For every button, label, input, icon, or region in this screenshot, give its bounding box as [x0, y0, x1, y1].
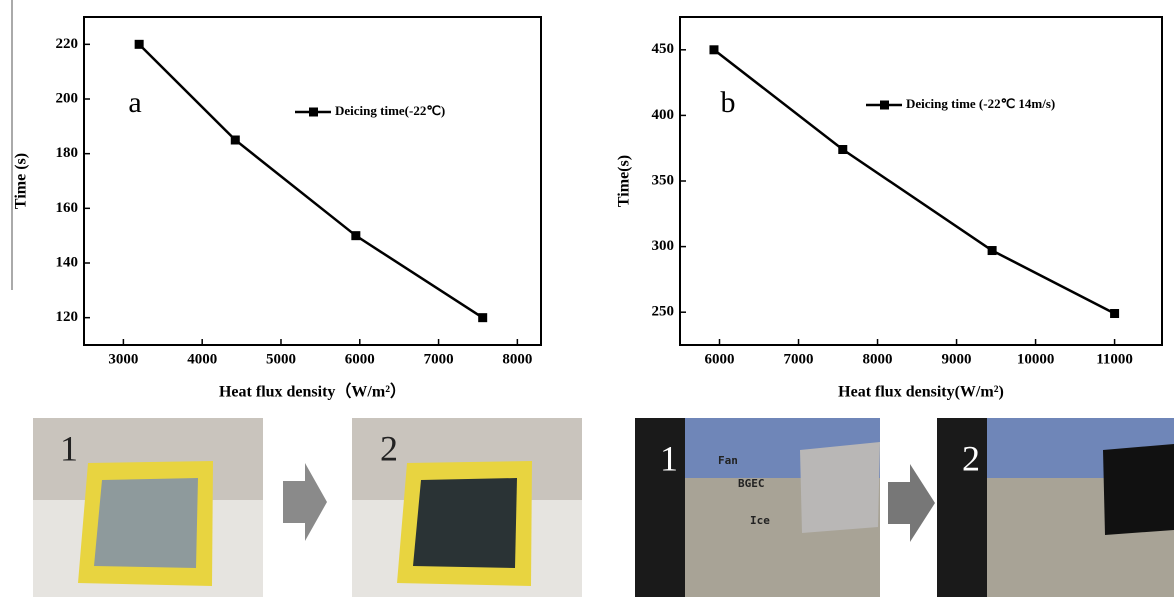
y-tick-label: 350 — [652, 172, 675, 188]
data-point — [351, 231, 360, 240]
x-tick-label: 11000 — [1096, 351, 1133, 367]
data-point — [478, 313, 487, 322]
data-point — [988, 246, 997, 255]
callout: Fan — [718, 454, 738, 467]
x-tick-label: 10000 — [1017, 351, 1055, 367]
data-line — [714, 50, 1115, 314]
y-tick-label: 200 — [56, 90, 79, 106]
y-tick-label: 300 — [652, 238, 675, 254]
panel-label: a — [128, 86, 141, 119]
x-axis-label: Heat flux density(W/m²) — [838, 384, 1004, 401]
x-tick-label: 8000 — [863, 351, 893, 367]
legend-marker — [880, 101, 889, 110]
legend-label: Deicing time (-22℃ 14m/s) — [906, 96, 1055, 111]
y-axis-label: Time(s) — [616, 155, 633, 207]
x-tick-label: 5000 — [266, 351, 296, 367]
data-point — [1110, 309, 1119, 318]
y-tick-label: 120 — [56, 309, 79, 325]
legend-label: Deicing time(-22℃) — [335, 103, 445, 118]
y-tick-label: 160 — [56, 200, 79, 216]
y-tick-label: 140 — [56, 254, 79, 270]
callout: Ice — [750, 514, 770, 527]
photo-number: 1 — [660, 438, 678, 478]
photo-number: 2 — [962, 438, 980, 478]
arrow — [283, 463, 327, 541]
x-axis-label: Heat flux density（W/m²） — [219, 383, 406, 401]
data-line — [139, 44, 483, 317]
legend-marker — [309, 108, 318, 117]
photo-right-2: 2 — [937, 418, 1174, 597]
figure: 1 2 1 Fan BGEC Ice 2 3000 4000 5000 6000 700… — [0, 0, 1174, 597]
y-axis-label: Time (s) — [13, 153, 30, 209]
plot-frame — [680, 17, 1162, 345]
photo-left-2: 2 — [352, 418, 582, 597]
y-tick-label: 220 — [56, 36, 79, 52]
photo-number: 1 — [60, 428, 78, 468]
data-point — [709, 45, 718, 54]
arrow — [888, 464, 935, 542]
x-tick-label: 6000 — [705, 351, 735, 367]
y-tick-label: 250 — [652, 304, 675, 320]
data-point — [838, 145, 847, 154]
x-tick-label: 9000 — [942, 351, 972, 367]
data-point — [231, 136, 240, 145]
data-point — [135, 40, 144, 49]
plot-frame — [84, 17, 541, 345]
callout: BGEC — [738, 477, 765, 490]
photo-number: 2 — [380, 428, 398, 468]
x-tick-label: 8000 — [502, 351, 532, 367]
x-tick-label: 3000 — [108, 351, 138, 367]
x-tick-label: 7000 — [424, 351, 454, 367]
panel-label: b — [721, 86, 736, 119]
y-tick-label: 180 — [56, 145, 79, 161]
x-tick-label: 7000 — [784, 351, 814, 367]
y-tick-label: 400 — [652, 107, 675, 123]
photo-right-1: 1 Fan BGEC Ice — [635, 418, 880, 597]
x-tick-label: 4000 — [187, 351, 217, 367]
y-tick-label: 450 — [652, 41, 675, 57]
photo-left-1: 1 — [33, 418, 263, 597]
x-tick-label: 6000 — [345, 351, 375, 367]
